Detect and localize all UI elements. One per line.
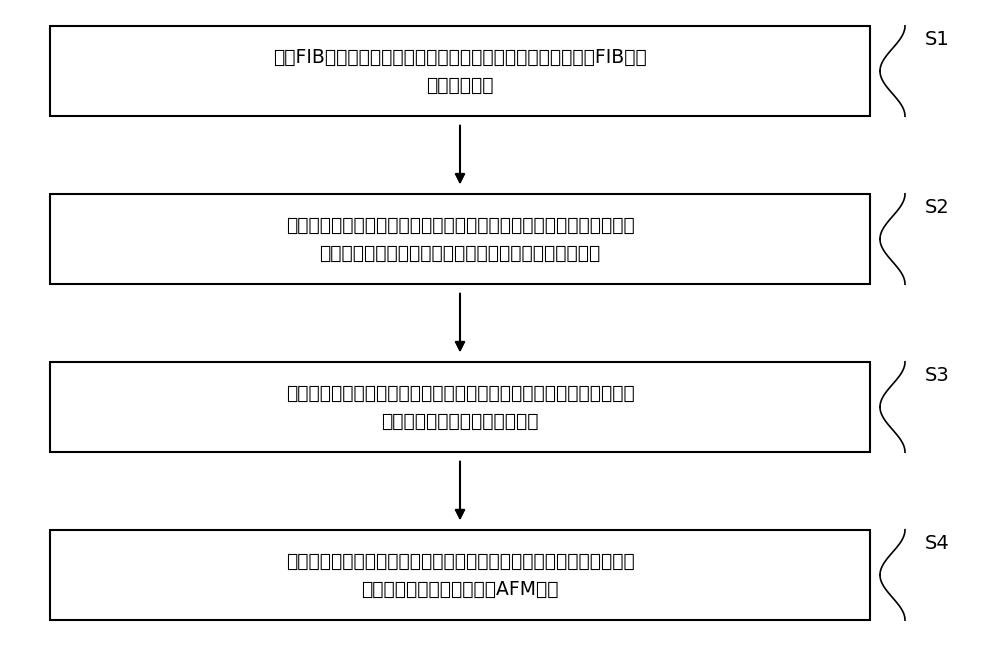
Text: 利用聚焦离子束刻蚀从所述针尖基底上切取所需长度的柱状针梢，且利
用聚焦离子束刻蚀在所述悬臂梁基底的一端刻蚀出安装面: 利用聚焦离子束刻蚀从所述针尖基底上切取所需长度的柱状针梢，且利 用聚焦离子束刻蚀… bbox=[286, 216, 634, 262]
Text: S3: S3 bbox=[925, 366, 950, 385]
Text: S1: S1 bbox=[925, 30, 950, 49]
FancyBboxPatch shape bbox=[50, 194, 870, 284]
Text: 将所述针梢的一端放置于所述安装面上，并利用聚焦离子束沉积将所述
针梢的一端和所述安装面相固定: 将所述针梢的一端放置于所述安装面上，并利用聚焦离子束沉积将所述 针梢的一端和所述… bbox=[286, 384, 634, 430]
Text: 提供FIB设备，将针尖基底和悬臂梁基底固定于样品台上并置于FIB设备
的工艺腔室内: 提供FIB设备，将针尖基底和悬臂梁基底固定于样品台上并置于FIB设备 的工艺腔室… bbox=[273, 48, 647, 94]
Text: S2: S2 bbox=[925, 198, 950, 217]
FancyBboxPatch shape bbox=[50, 362, 870, 452]
Text: S4: S4 bbox=[925, 534, 950, 553]
Text: 利用聚焦离子束刻蚀对所述针梢进行轰击削尖，以将所述针梢加工成所
需尺寸的针尖而得到所需的AFM探针: 利用聚焦离子束刻蚀对所述针梢进行轰击削尖，以将所述针梢加工成所 需尺寸的针尖而得… bbox=[286, 552, 634, 598]
FancyBboxPatch shape bbox=[50, 26, 870, 116]
FancyBboxPatch shape bbox=[50, 530, 870, 620]
